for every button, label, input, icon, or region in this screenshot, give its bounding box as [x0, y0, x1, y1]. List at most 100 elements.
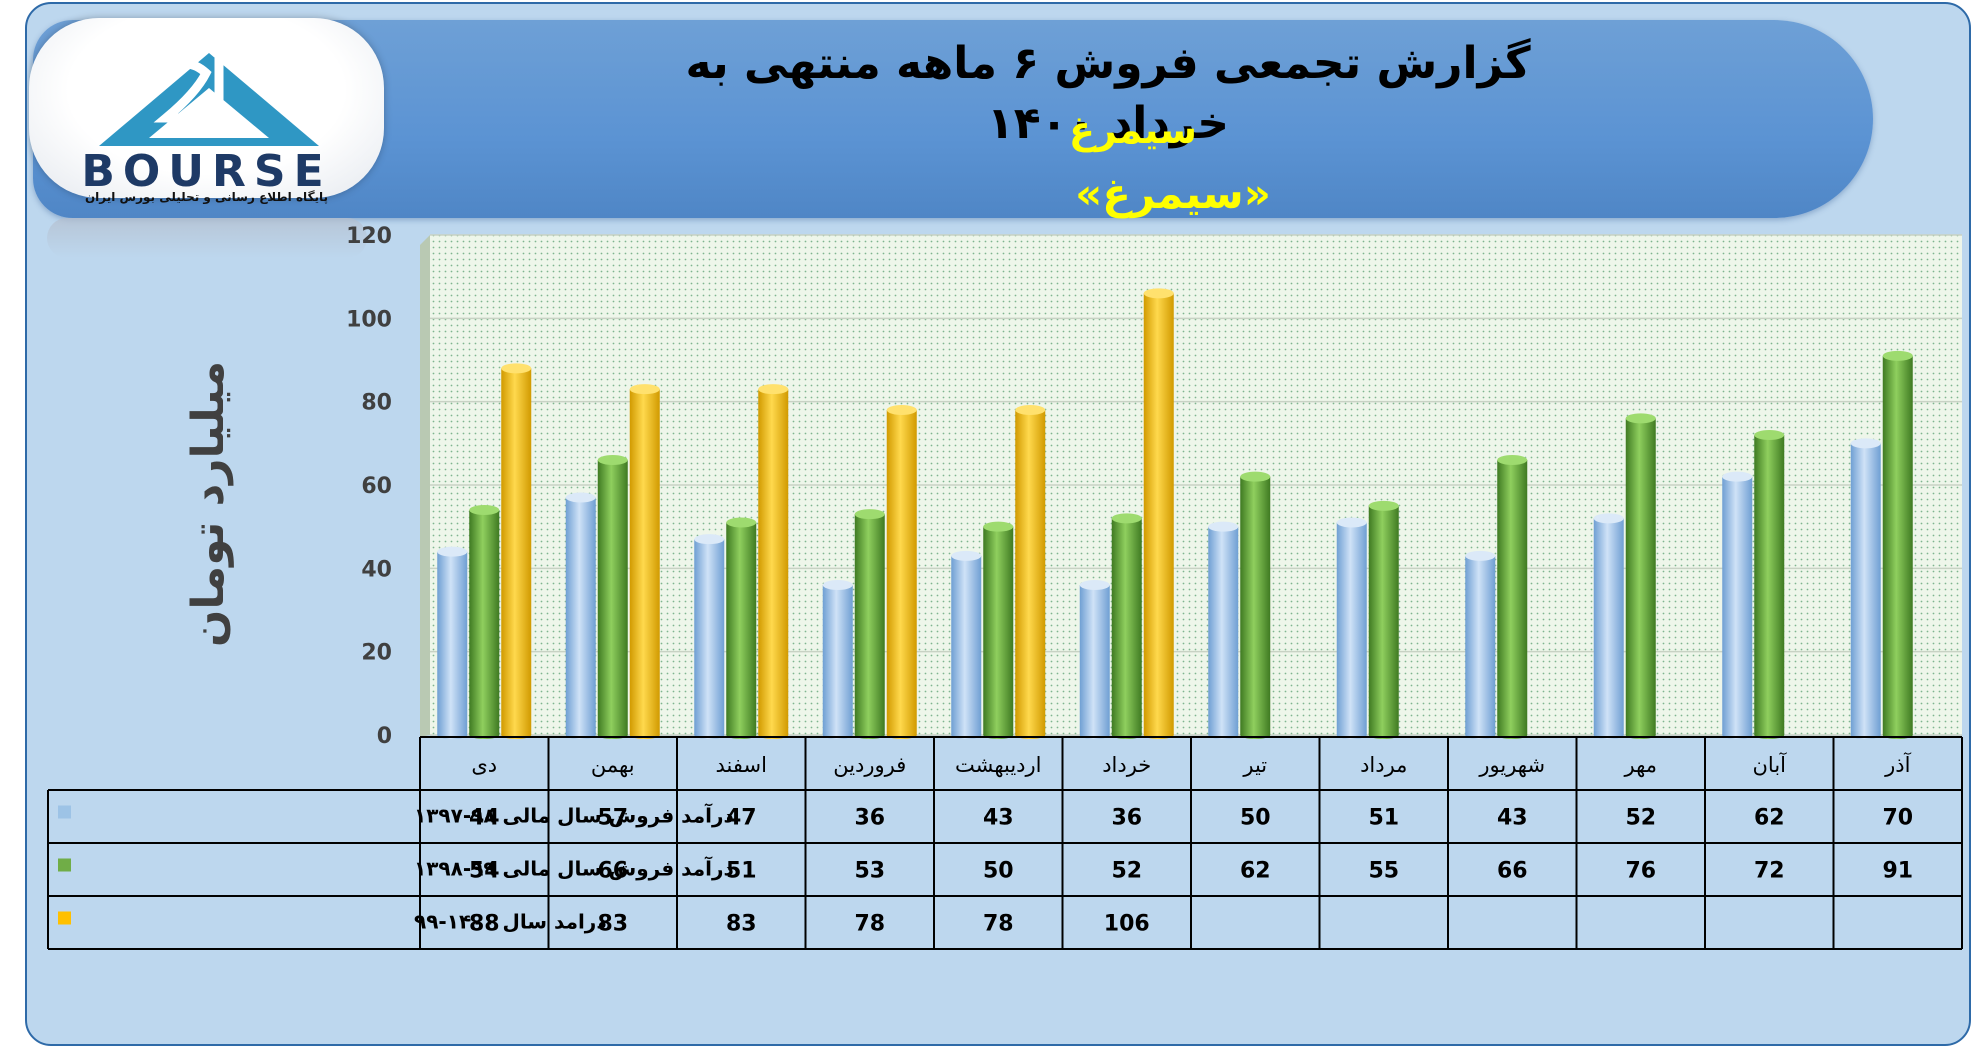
category-label: خرداد: [1102, 753, 1151, 777]
bar-cap: [1754, 430, 1785, 440]
bar-body: [726, 522, 757, 735]
bourse-logo: BOURSE پایگاه اطلاع رسانی و تحلیلی بورس …: [29, 18, 384, 204]
y-tick-label: 0: [377, 724, 392, 749]
bar-body: [886, 410, 917, 735]
bar: [822, 580, 853, 739]
bar-body: [469, 510, 500, 735]
bar-body: [1015, 410, 1046, 735]
bar: [1882, 350, 1913, 739]
bar-cap: [1336, 517, 1367, 528]
bar-cap: [1015, 405, 1046, 415]
data-label: 76: [1625, 859, 1656, 884]
data-label: 66: [1497, 859, 1528, 884]
bar: [1111, 513, 1142, 739]
bar-body: [1722, 476, 1753, 735]
category-label: اردیبهشت: [955, 753, 1042, 777]
data-label: 78: [983, 912, 1014, 937]
data-label: 91: [1882, 859, 1913, 884]
y-axis: 0 20 40 60 80 100 120: [346, 224, 392, 749]
bar-cap: [822, 580, 853, 590]
bar: [1079, 580, 1110, 739]
bar-body: [1336, 522, 1367, 735]
y-tick-label: 40: [361, 557, 392, 582]
bar-cap: [726, 517, 757, 528]
data-label: 36: [1111, 806, 1142, 831]
bar-body: [758, 389, 789, 735]
legend-swatch: [58, 911, 71, 925]
series-label: درامد سال ۱۴۰۰-۹۹: [414, 910, 607, 934]
bar-cap: [854, 509, 885, 520]
bar-body: [694, 539, 725, 735]
data-label: 55: [1368, 859, 1399, 884]
bar-body: [1754, 435, 1785, 735]
bar-body: [951, 555, 982, 735]
bar: [1593, 513, 1624, 739]
bar-cap: [629, 384, 660, 395]
data-label: 50: [983, 859, 1014, 884]
gridlines: [420, 234, 1962, 737]
data-label: 54: [469, 859, 500, 884]
bar: [1625, 413, 1656, 739]
bars: [437, 288, 1913, 739]
bar-cap: [597, 455, 628, 465]
bar: [1208, 521, 1239, 739]
bar-body: [1625, 418, 1656, 735]
bar: [629, 384, 660, 739]
category-label: بهمن: [591, 753, 635, 777]
logo-tagline: پایگاه اطلاع رسانی و تحلیلی بورس ایران: [84, 190, 329, 204]
data-label: 83: [597, 912, 628, 937]
bar: [469, 505, 500, 739]
bar-cap: [1111, 513, 1142, 524]
data-label: 106: [1104, 912, 1150, 937]
bar-cap: [1497, 455, 1528, 465]
bar-cap: [1722, 471, 1753, 482]
bar-cap: [1143, 288, 1174, 299]
bar: [951, 550, 982, 739]
data-label: 50: [1240, 806, 1271, 831]
bar-cap: [1465, 550, 1496, 561]
company-name: سیمرغ: [1069, 108, 1197, 152]
data-label: 88: [469, 912, 500, 937]
y-tick-label: 120: [346, 224, 392, 249]
bar: [1015, 405, 1046, 739]
bar-cap: [501, 363, 532, 374]
category-label: دی: [471, 753, 497, 777]
bar-cap: [1240, 471, 1271, 482]
data-label: 43: [1497, 806, 1528, 831]
bar: [726, 517, 757, 739]
bar-body: [1465, 555, 1496, 735]
data-label: 51: [1368, 806, 1399, 831]
bar-body: [1882, 355, 1913, 735]
category-label: مرداد: [1360, 753, 1407, 777]
bar-cap: [565, 492, 596, 503]
y-tick-label: 60: [361, 474, 392, 499]
bar-body: [501, 368, 532, 735]
y-tick-label: 20: [361, 641, 392, 666]
bar: [694, 534, 725, 739]
data-label: 47: [726, 806, 757, 831]
data-label: 52: [1111, 859, 1142, 884]
data-label: 62: [1754, 806, 1785, 831]
bar-cap: [437, 546, 468, 557]
y-tick-label: 100: [346, 307, 392, 332]
bar: [1240, 471, 1271, 739]
bar-body: [1143, 293, 1174, 735]
bar: [501, 363, 532, 739]
data-label: 51: [726, 859, 757, 884]
bar-cap: [1882, 350, 1913, 361]
data-label: 36: [854, 806, 885, 831]
data-table: دی بهمن اسفند فروردین اردیبهشت خرداد تیر مرداد ش…: [47, 736, 1963, 950]
bar-body: [983, 526, 1014, 735]
bar-cap: [983, 521, 1014, 532]
bar-body: [597, 460, 628, 735]
category-label: فروردین: [833, 753, 906, 777]
data-label: 72: [1754, 859, 1785, 884]
bar: [597, 455, 628, 739]
bar-cap: [1593, 513, 1624, 524]
data-label: 53: [854, 859, 885, 884]
bar: [1850, 438, 1881, 739]
category-label: مهر: [1623, 753, 1657, 777]
bar: [1336, 517, 1367, 739]
bar: [565, 492, 596, 739]
